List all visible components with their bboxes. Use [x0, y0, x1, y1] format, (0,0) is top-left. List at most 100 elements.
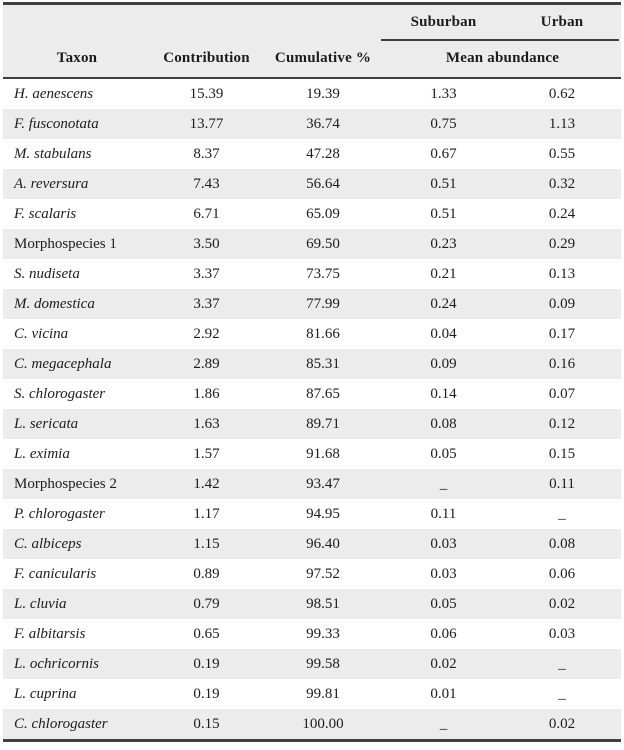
contribution-cell: 3.37: [193, 296, 220, 312]
suburban-abundance-cell: 0.23: [430, 236, 457, 252]
cumulative-cell: 77.99: [306, 296, 340, 312]
header-spacer: [3, 5, 151, 40]
urban-abundance-cell: 0.13: [548, 266, 576, 282]
cumulative-cell: 85.31: [306, 356, 340, 372]
cumulative-cell: 99.81: [306, 686, 340, 702]
species-contribution-table: Suburban Urban Taxon Contribution Cumula…: [3, 2, 621, 742]
table-row: M. stabulans 8.37 47.28 0.67 0.55: [3, 139, 621, 169]
suburban-abundance-cell: _: [439, 476, 448, 492]
column-header-suburban: Suburban: [410, 14, 477, 30]
taxon-cell: L. eximia: [14, 446, 70, 462]
cumulative-cell: 19.39: [306, 86, 340, 102]
urban-abundance-cell: 0.02: [548, 716, 576, 732]
cumulative-cell: 93.47: [306, 476, 340, 492]
table-row: F. albitarsis 0.65 99.33 0.06 0.03: [3, 619, 621, 649]
contribution-cell: 0.19: [193, 686, 220, 702]
taxon-cell: H. aenescens: [14, 86, 94, 102]
taxon-cell: C. albiceps: [14, 536, 82, 552]
column-header-contribution: Contribution: [163, 50, 250, 66]
table-row: S. chlorogaster 1.86 87.65 0.14 0.07: [3, 379, 621, 409]
taxon-cell: C. chlorogaster: [14, 716, 108, 732]
cumulative-cell: 47.28: [306, 146, 340, 162]
table-header: Suburban Urban Taxon Contribution Cumula…: [3, 2, 621, 79]
urban-abundance-cell: 0.55: [548, 146, 576, 162]
urban-abundance-cell: 0.08: [548, 536, 576, 552]
taxon-cell: S. nudiseta: [14, 266, 80, 282]
suburban-abundance-cell: 0.51: [430, 176, 457, 192]
suburban-abundance-cell: 0.05: [430, 446, 457, 462]
contribution-cell: 0.15: [193, 716, 220, 732]
contribution-cell: 13.77: [189, 116, 224, 132]
suburban-abundance-cell: 0.21: [430, 266, 457, 282]
table-row: L. eximia 1.57 91.68 0.05 0.15: [3, 439, 621, 469]
cumulative-cell: 94.95: [306, 506, 340, 522]
table-body: H. aenescens 15.39 19.39 1.33 0.62 F. fu…: [3, 79, 621, 742]
urban-abundance-cell: 0.32: [548, 176, 576, 192]
table-row: C. vicina 2.92 81.66 0.04 0.17: [3, 319, 621, 349]
table-row: F. canicularis 0.89 97.52 0.03 0.06: [3, 559, 621, 589]
column-header-cumulative: Cumulative %: [274, 50, 372, 66]
taxon-cell: P. chlorogaster: [14, 506, 105, 522]
table-row: C. chlorogaster 0.15 100.00 _ 0.02: [3, 709, 621, 739]
urban-abundance-cell: 0.02: [548, 596, 576, 612]
cumulative-cell: 89.71: [306, 416, 340, 432]
urban-abundance-cell: _: [558, 686, 566, 702]
table-row: L. cluvia 0.79 98.51 0.05 0.02: [3, 589, 621, 619]
suburban-abundance-cell: 0.09: [430, 356, 457, 372]
suburban-abundance-cell: 0.67: [430, 146, 457, 162]
cumulative-cell: 36.74: [306, 116, 340, 132]
table-row: L. ochricornis 0.19 99.58 0.02 _: [3, 649, 621, 679]
table-row: C. megacephala 2.89 85.31 0.09 0.16: [3, 349, 621, 379]
cumulative-cell: 97.52: [306, 566, 340, 582]
taxon-cell: L. cuprina: [14, 686, 77, 702]
contribution-cell: 1.15: [193, 536, 220, 552]
group-header-row: Suburban Urban: [3, 5, 621, 40]
cumulative-cell: 56.64: [306, 176, 340, 192]
urban-abundance-cell: _: [558, 506, 566, 522]
contribution-cell: 6.71: [193, 206, 220, 222]
column-header-taxon: Taxon: [56, 50, 98, 66]
contribution-cell: 0.79: [193, 596, 220, 612]
taxon-cell: F. fusconotata: [14, 116, 99, 132]
cumulative-cell: 65.09: [306, 206, 340, 222]
suburban-abundance-cell: 0.14: [430, 386, 457, 402]
urban-abundance-cell: 0.09: [548, 296, 576, 312]
suburban-abundance-cell: 0.03: [430, 536, 457, 552]
table-row: L. sericata 1.63 89.71 0.08 0.12: [3, 409, 621, 439]
table-row: F. fusconotata 13.77 36.74 0.75 1.13: [3, 109, 621, 139]
taxon-cell: L. ochricornis: [14, 656, 100, 672]
contribution-cell: 0.19: [193, 656, 220, 672]
cumulative-cell: 96.40: [306, 536, 340, 552]
contribution-cell: 2.89: [193, 356, 220, 372]
suburban-abundance-cell: 0.11: [430, 506, 457, 522]
urban-abundance-cell: _: [558, 656, 566, 672]
table-row: L. cuprina 0.19 99.81 0.01 _: [3, 679, 621, 709]
taxon-cell: Morphospecies 2: [14, 476, 117, 492]
table-row: S. nudiseta 3.37 73.75 0.21 0.13: [3, 259, 621, 289]
contribution-cell: 2.92: [193, 326, 220, 342]
column-header-mean-abundance: Mean abundance: [445, 50, 560, 66]
urban-abundance-cell: 0.24: [548, 206, 576, 222]
urban-abundance-cell: 0.03: [548, 626, 576, 642]
contribution-cell: 3.37: [193, 266, 220, 282]
taxon-cell: C. vicina: [14, 326, 69, 342]
taxon-cell: Morphospecies 1: [14, 236, 117, 252]
suburban-abundance-cell: 0.08: [430, 416, 457, 432]
contribution-cell: 8.37: [193, 146, 220, 162]
contribution-cell: 3.50: [193, 236, 220, 252]
urban-abundance-cell: 0.17: [548, 326, 576, 342]
taxon-cell: F. canicularis: [14, 566, 97, 582]
taxon-cell: A. reversura: [14, 176, 89, 192]
taxon-cell: M. domestica: [14, 296, 95, 312]
taxon-cell: F. albitarsis: [14, 626, 86, 642]
suburban-abundance-cell: 0.06: [430, 626, 457, 642]
table-row: A. reversura 7.43 56.64 0.51 0.32: [3, 169, 621, 199]
suburban-abundance-cell: 0.02: [430, 656, 457, 672]
table-row: F. scalaris 6.71 65.09 0.51 0.24: [3, 199, 621, 229]
contribution-cell: 7.43: [193, 176, 220, 192]
suburban-abundance-cell: _: [439, 716, 448, 732]
urban-abundance-cell: 0.11: [549, 476, 575, 492]
urban-abundance-cell: 0.29: [548, 236, 576, 252]
column-header-urban: Urban: [540, 14, 584, 30]
contribution-cell: 0.89: [193, 566, 220, 582]
